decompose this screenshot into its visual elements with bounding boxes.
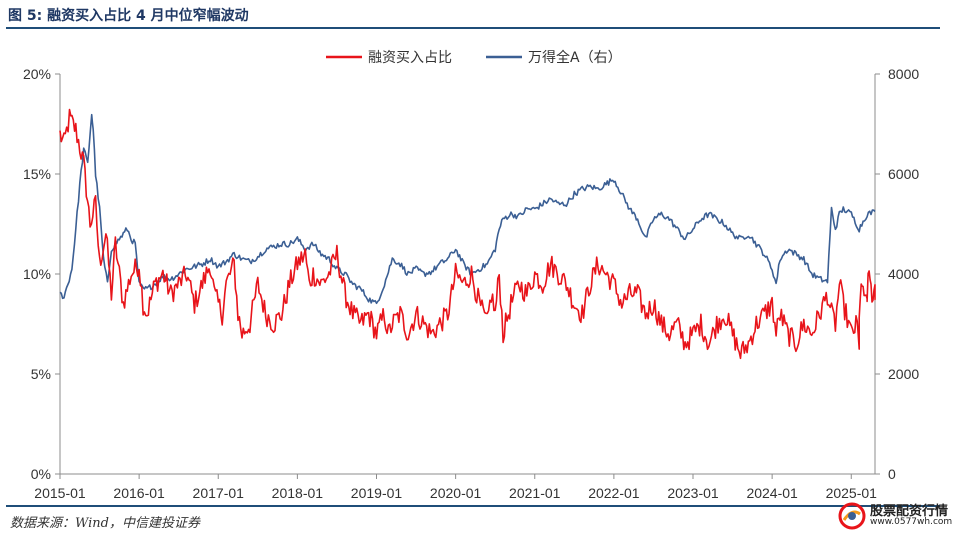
legend-label: 融资买入占比 bbox=[368, 50, 452, 66]
right-tick-label: 8000 bbox=[888, 66, 919, 82]
series-line-financing-ratio bbox=[59, 108, 876, 360]
right-tick-label: 2000 bbox=[888, 366, 919, 382]
figure-title: 图 5: 融资买入占比 4 月中位窄幅波动 bbox=[8, 8, 249, 24]
legend-item-financing-ratio: 融资买入占比 bbox=[326, 50, 452, 66]
right-tick-label: 4000 bbox=[888, 266, 919, 282]
x-tick-label: 2025-01 bbox=[826, 485, 878, 501]
chart-axes: 0% 5% 10% 15% 20% 0 2000 4000 6000 8000 2015-01 201… bbox=[23, 66, 919, 501]
x-tick-label: 2020-01 bbox=[430, 485, 482, 501]
source-note: 数据来源：Wind，中信建投证券 bbox=[10, 516, 200, 531]
x-tick-label: 2016-01 bbox=[113, 485, 165, 501]
title-rule bbox=[6, 27, 940, 29]
footer-rule bbox=[6, 505, 940, 507]
watermark-logo-icon bbox=[838, 502, 866, 530]
chart-legend: 融资买入占比 万得全A（右） bbox=[326, 49, 622, 66]
left-tick-label: 20% bbox=[23, 66, 51, 82]
chart-lines bbox=[59, 108, 876, 360]
x-tick-label: 2021-01 bbox=[509, 485, 561, 501]
right-tick-label: 6000 bbox=[888, 166, 919, 182]
x-tick-label: 2022-01 bbox=[588, 485, 640, 501]
series-line-wind-all-a bbox=[59, 113, 876, 305]
x-tick-label: 2024-01 bbox=[746, 485, 798, 501]
left-tick-label: 10% bbox=[23, 266, 51, 282]
watermark: 股票配资行情 www.0577wh.com bbox=[838, 500, 956, 532]
legend-label: 万得全A（右） bbox=[528, 49, 622, 66]
left-tick-label: 0% bbox=[31, 466, 51, 482]
legend-item-wind-all-a: 万得全A（右） bbox=[486, 49, 622, 66]
left-tick-label: 15% bbox=[23, 166, 51, 182]
x-tick-label: 2017-01 bbox=[193, 485, 245, 501]
left-tick-label: 5% bbox=[31, 366, 51, 382]
watermark-url: www.0577wh.com bbox=[870, 517, 953, 527]
x-tick-label: 2015-01 bbox=[34, 485, 86, 501]
x-tick-label: 2023-01 bbox=[667, 485, 719, 501]
x-tick-label: 2019-01 bbox=[351, 485, 403, 501]
watermark-name: 股票配资行情 bbox=[870, 504, 949, 519]
right-tick-label: 0 bbox=[888, 466, 896, 482]
x-tick-label: 2018-01 bbox=[272, 485, 324, 501]
